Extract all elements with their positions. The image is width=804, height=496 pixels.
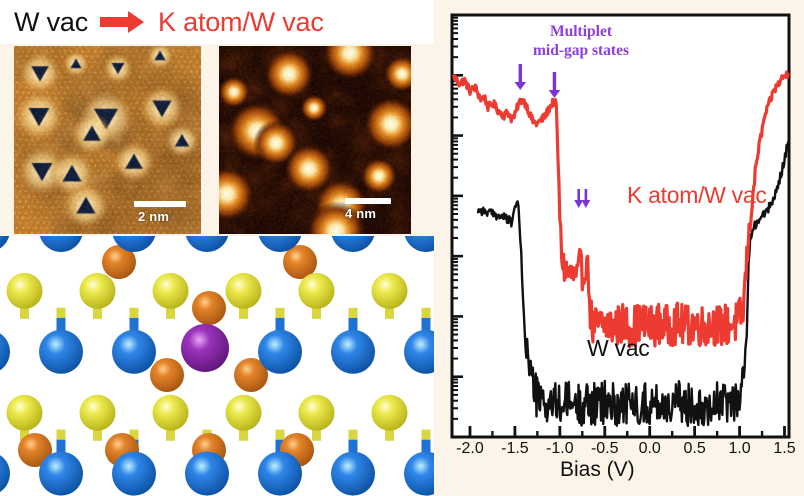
scalebar-right bbox=[345, 198, 391, 204]
multiplet-line2: mid-gap states bbox=[532, 42, 629, 59]
tungsten-atom bbox=[258, 329, 302, 374]
tungsten-atom bbox=[331, 329, 375, 374]
sulfur-atom bbox=[298, 394, 335, 431]
scalebar-left-label: 2 nm bbox=[138, 209, 170, 224]
tungsten-atom bbox=[404, 236, 434, 252]
tungsten-atom bbox=[185, 236, 229, 252]
x-tick-label: 0.5 bbox=[683, 440, 706, 457]
tungsten-atom bbox=[331, 451, 375, 496]
tungsten-atom bbox=[112, 236, 156, 252]
series-label-w-vac: W vac bbox=[587, 335, 650, 361]
sulfur-atom bbox=[225, 394, 262, 431]
multiplet-annotation: Multiplet mid-gap states bbox=[486, 22, 676, 60]
sts-spectra-chart: Multiplet mid-gap states K atom/W vac W … bbox=[434, 0, 804, 496]
annotation-arrow-4 bbox=[581, 189, 591, 208]
scalebar-right-label: 4 nm bbox=[345, 206, 377, 221]
multiplet-line1: Multiplet bbox=[550, 23, 612, 40]
tungsten-atom bbox=[0, 333, 10, 371]
x-tick-label: 0.0 bbox=[638, 440, 661, 457]
sulfur-atom bbox=[6, 272, 43, 309]
charge-density-blob bbox=[102, 245, 136, 279]
arrow-right-icon bbox=[100, 11, 145, 33]
x-tick-label: -1.5 bbox=[501, 440, 529, 457]
annotation-arrow-1 bbox=[514, 64, 527, 90]
tungsten-atom bbox=[112, 329, 156, 374]
tungsten-atom bbox=[0, 236, 10, 249]
stm-image-w-vacancy: 2 nm bbox=[14, 46, 201, 234]
sulfur-atom bbox=[152, 394, 189, 431]
x-tick-label: 1.0 bbox=[728, 440, 751, 457]
charge-density-blob bbox=[18, 433, 52, 467]
header-row: W vac K atom/W vac bbox=[0, 0, 434, 44]
tungsten-atom bbox=[404, 451, 434, 496]
annotation-arrow-3 bbox=[574, 189, 584, 208]
tungsten-atom bbox=[404, 329, 434, 374]
x-tick-label: -0.5 bbox=[590, 440, 619, 457]
annotation-arrow-2 bbox=[548, 72, 561, 98]
x-axis-ticks bbox=[468, 426, 786, 437]
left-panel: W vac K atom/W vac 2 nm 4 nm bbox=[0, 0, 434, 496]
x-tick-label: -1.0 bbox=[546, 440, 574, 457]
tungsten-atom bbox=[258, 451, 302, 496]
x-axis-label: Bias (V) bbox=[560, 458, 635, 481]
charge-density-blob bbox=[150, 358, 184, 392]
sulfur-atom bbox=[6, 394, 43, 431]
plot-frame bbox=[450, 13, 791, 439]
tungsten-atom bbox=[185, 451, 229, 496]
sulfur-atom bbox=[79, 272, 116, 309]
sulfur-atom bbox=[79, 394, 116, 431]
header-after-label: K atom/W vac bbox=[158, 7, 324, 37]
scalebar-left bbox=[134, 201, 186, 207]
sulfur-atom bbox=[225, 272, 262, 309]
x-tick-label: 1.5 bbox=[773, 440, 796, 457]
sulfur-atom bbox=[152, 272, 189, 309]
charge-density-blob bbox=[192, 291, 226, 325]
stm-image-k-atom: 4 nm bbox=[219, 46, 411, 234]
charge-density-blob bbox=[234, 358, 268, 392]
tungsten-atom bbox=[258, 236, 302, 252]
tungsten-atom bbox=[39, 451, 83, 496]
header-before-label: W vac bbox=[14, 7, 89, 37]
sulfur-atom bbox=[298, 272, 335, 309]
sulfur-atom bbox=[371, 394, 408, 431]
tungsten-atom bbox=[112, 451, 156, 496]
series-label-k-atom: K atom/W vac bbox=[627, 182, 767, 208]
lattice-model bbox=[0, 236, 434, 496]
charge-density-blob bbox=[283, 245, 317, 279]
x-tick-label: -2.0 bbox=[456, 440, 484, 457]
sulfur-atom bbox=[371, 272, 408, 309]
tungsten-atom bbox=[0, 455, 10, 493]
series-path-k-atom bbox=[452, 70, 790, 349]
potassium-atom bbox=[181, 324, 229, 372]
tungsten-atom bbox=[331, 236, 375, 252]
tungsten-atom bbox=[39, 236, 83, 252]
series-path-w-vac bbox=[476, 141, 790, 428]
tungsten-atom bbox=[39, 329, 83, 374]
